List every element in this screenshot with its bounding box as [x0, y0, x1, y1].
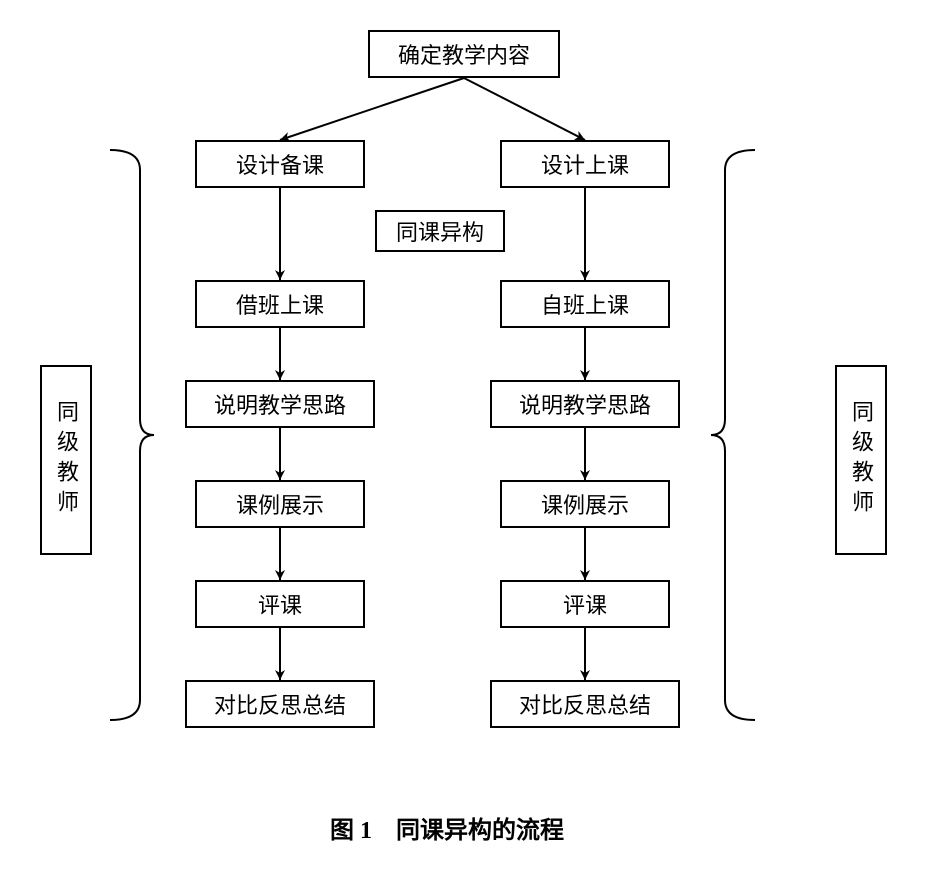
node-l5: 评课 — [195, 580, 365, 628]
node-label: 说明教学思路 — [519, 388, 651, 420]
figure-caption: 图 1 同课异构的流程 — [330, 810, 564, 845]
node-label: 借班上课 — [236, 288, 324, 320]
node-l1: 设计备课 — [195, 140, 365, 188]
node-label: 课例展示 — [541, 488, 629, 520]
node-label: 说明教学思路 — [214, 388, 346, 420]
side-label-left: 同级教师 — [40, 365, 92, 555]
node-l3: 说明教学思路 — [185, 380, 375, 428]
node-label: 设计备课 — [236, 148, 324, 180]
node-label: 评课 — [258, 588, 302, 620]
node-top: 确定教学内容 — [368, 30, 560, 78]
edges-layer — [0, 0, 937, 883]
node-label: 课例展示 — [236, 488, 324, 520]
node-label: 评课 — [563, 588, 607, 620]
node-l4: 课例展示 — [195, 480, 365, 528]
node-l6: 对比反思总结 — [185, 680, 375, 728]
flowchart-canvas: 确定教学内容 设计备课 设计上课 同课异构 借班上课 自班上课 说明教学思路 说… — [0, 0, 937, 883]
side-label-text: 同级教师 — [845, 400, 877, 520]
node-r6: 对比反思总结 — [490, 680, 680, 728]
side-label-text: 同级教师 — [50, 400, 82, 520]
node-l2: 借班上课 — [195, 280, 365, 328]
node-label: 自班上课 — [541, 288, 629, 320]
node-r5: 评课 — [500, 580, 670, 628]
node-r1: 设计上课 — [500, 140, 670, 188]
node-label: 对比反思总结 — [519, 688, 651, 720]
node-label: 设计上课 — [541, 148, 629, 180]
node-r2: 自班上课 — [500, 280, 670, 328]
node-mid: 同课异构 — [375, 210, 505, 252]
node-r3: 说明教学思路 — [490, 380, 680, 428]
node-label: 对比反思总结 — [214, 688, 346, 720]
node-label: 同课异构 — [396, 215, 484, 247]
node-r4: 课例展示 — [500, 480, 670, 528]
node-label: 确定教学内容 — [398, 38, 530, 70]
side-label-right: 同级教师 — [835, 365, 887, 555]
